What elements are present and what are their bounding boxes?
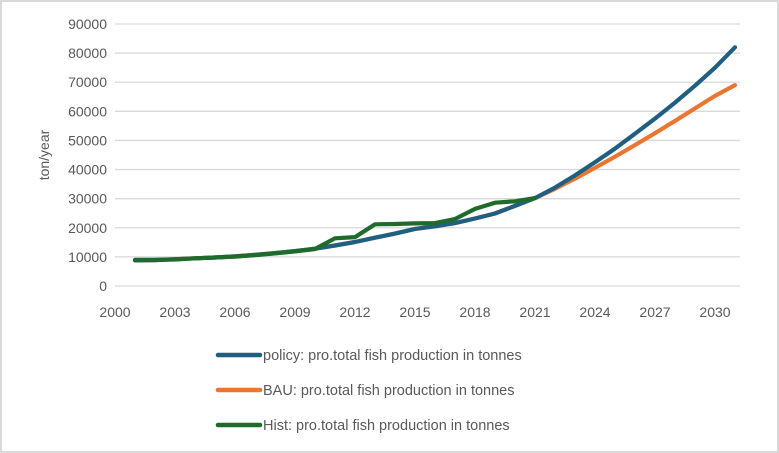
- y-tick-label: 10000: [68, 249, 107, 265]
- gridlines: [115, 23, 740, 287]
- x-axis-tick-labels: 2000 2003 2006 2009 2012 2015 2018 2021 2024 2027…: [99, 304, 730, 320]
- x-tick-label: 2018: [459, 304, 490, 320]
- y-tick-label: 0: [99, 278, 107, 294]
- x-tick-label: 2024: [579, 304, 610, 320]
- legend-label: Hist: pro.total fish production in tonne…: [263, 418, 510, 434]
- legend-item-bau: BAU: pro.total fish production in tonnes: [215, 383, 514, 399]
- legend-item-policy: policy: pro.total fish production in ton…: [215, 348, 522, 364]
- series-lines: [132, 45, 738, 263]
- legend-label: BAU: pro.total fish production in tonnes: [263, 383, 514, 399]
- series-line-policy: [132, 45, 738, 263]
- x-tick-label: 2003: [159, 304, 190, 320]
- x-tick-label: 2015: [399, 304, 430, 320]
- x-tick-label: 2021: [519, 304, 550, 320]
- y-tick-label: 20000: [68, 220, 107, 236]
- y-axis-title: ton/year: [36, 129, 52, 180]
- x-tick-label: 2027: [639, 304, 670, 320]
- y-axis-tick-labels: 0 10000 20000 30000 40000 50000 60000 70000 8000…: [68, 16, 107, 294]
- x-tick-label: 2006: [219, 304, 250, 320]
- x-tick-label: 2012: [339, 304, 370, 320]
- y-tick-label: 80000: [68, 45, 107, 61]
- legend-item-hist: Hist: pro.total fish production in tonne…: [215, 418, 510, 434]
- x-tick-label: 2030: [699, 304, 730, 320]
- y-tick-label: 60000: [68, 103, 107, 119]
- y-tick-label: 90000: [68, 16, 107, 32]
- legend: policy: pro.total fish production in ton…: [215, 348, 522, 434]
- x-tick-label: 2000: [99, 304, 130, 320]
- series-line-hist: [132, 196, 538, 262]
- x-tick-label: 2009: [279, 304, 310, 320]
- legend-label: policy: pro.total fish production in ton…: [263, 348, 522, 364]
- y-tick-label: 30000: [68, 191, 107, 207]
- y-tick-label: 40000: [68, 162, 107, 178]
- y-tick-label: 50000: [68, 132, 107, 148]
- y-tick-label: 70000: [68, 74, 107, 90]
